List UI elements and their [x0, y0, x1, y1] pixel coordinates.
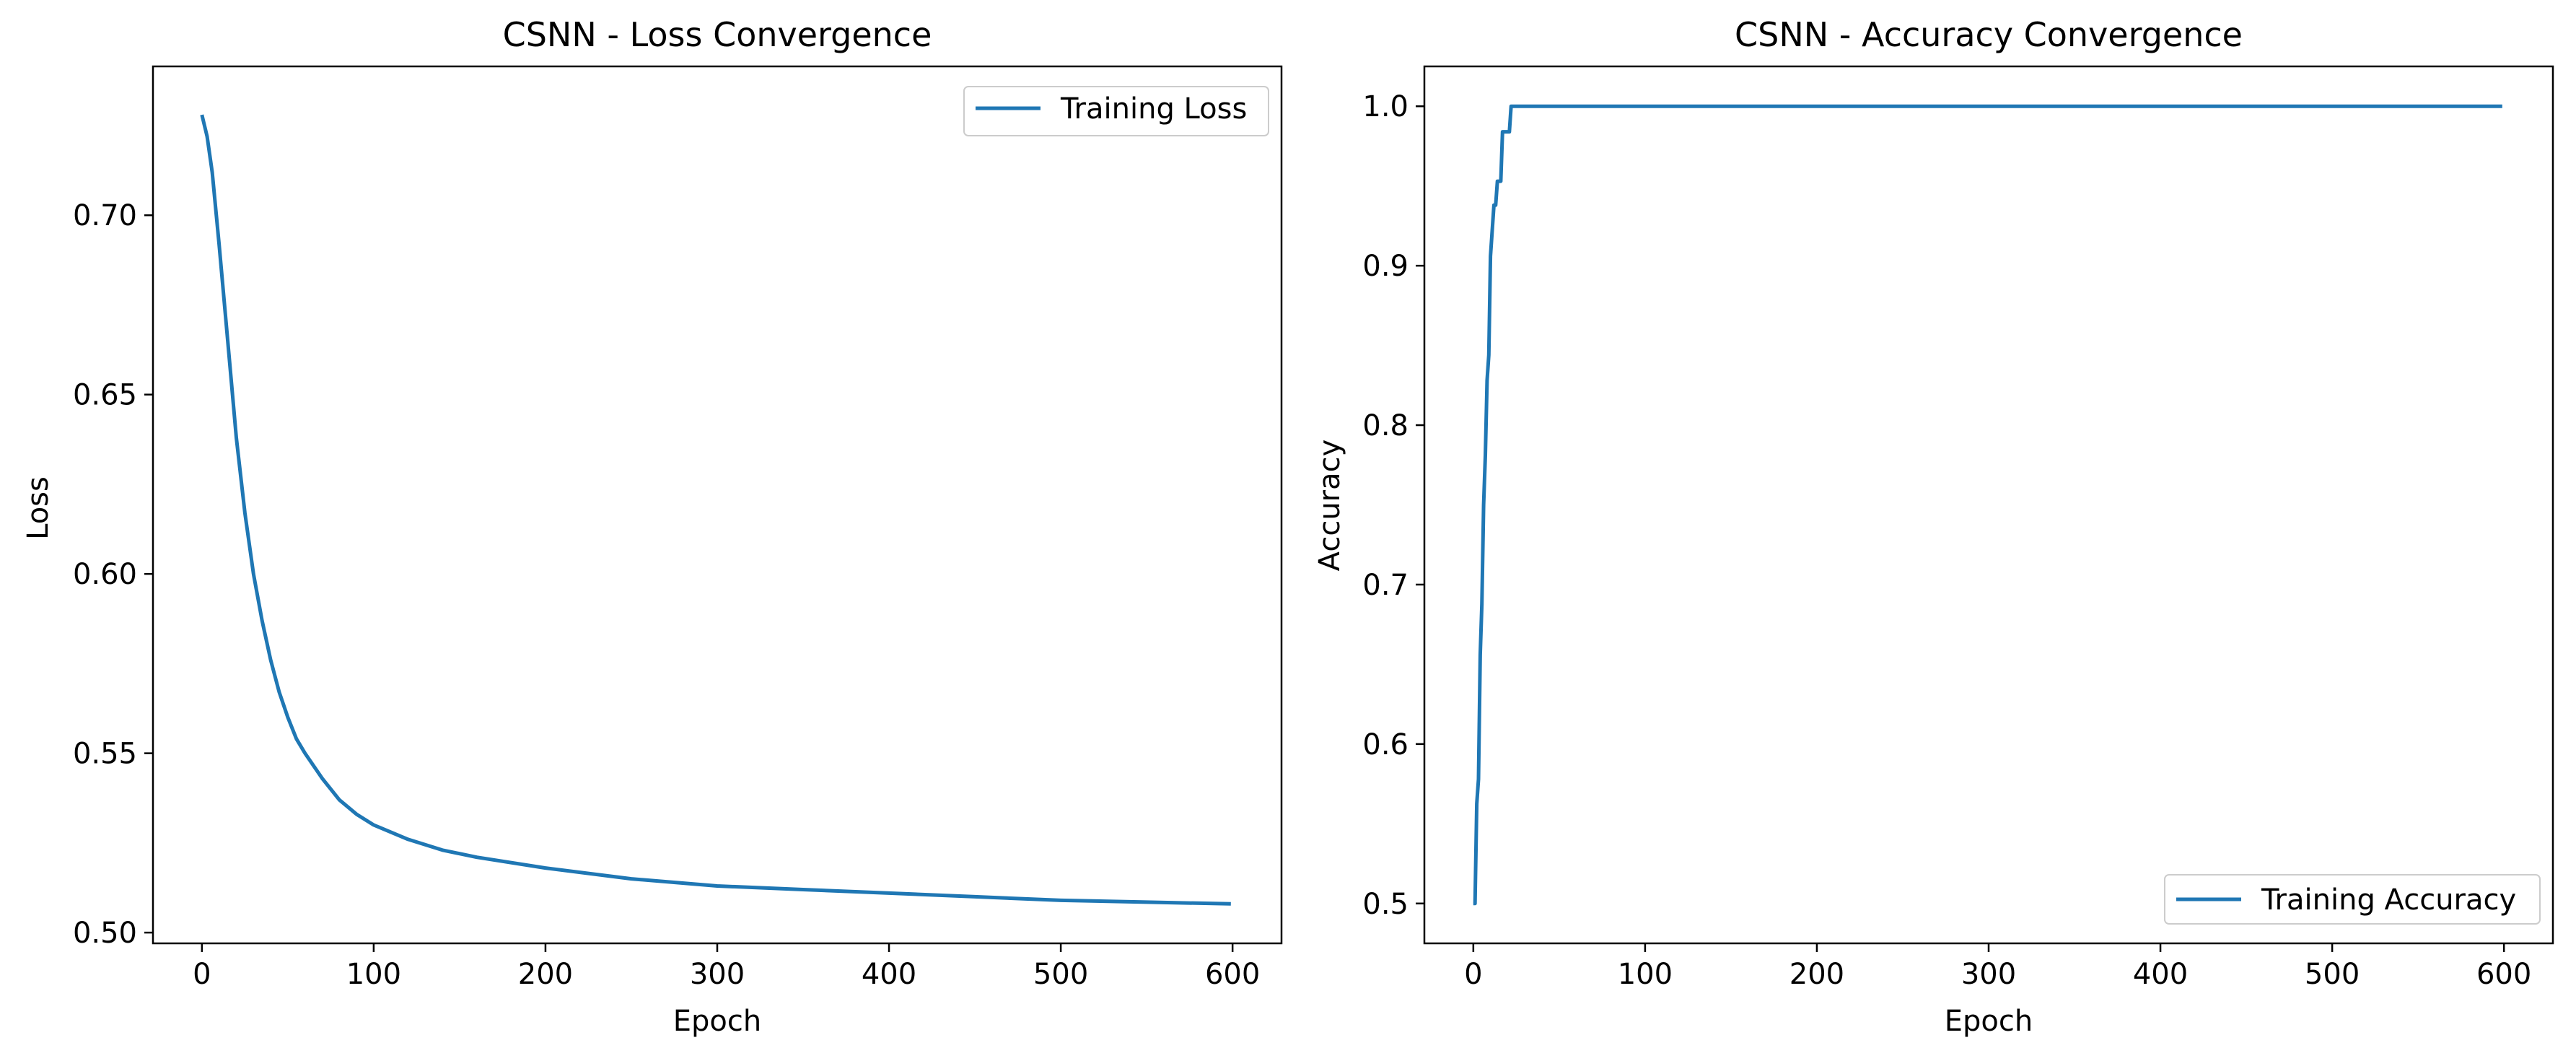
loss-legend-label: Training Loss	[1060, 92, 1247, 126]
loss-y-tick-label: 0.50	[73, 917, 137, 950]
accuracy-y-tick-label: 0.7	[1362, 569, 1409, 602]
loss-y-axis-label: Loss	[22, 476, 55, 540]
accuracy-x-axis-label: Epoch	[1945, 1005, 2033, 1038]
loss-x-axis-label: Epoch	[673, 1005, 761, 1038]
accuracy-x-tick-label: 100	[1618, 958, 1673, 991]
loss-chart-title: CSNN - Loss Convergence	[503, 15, 932, 54]
accuracy-legend: Training Accuracy	[2164, 874, 2541, 925]
accuracy-legend-box	[2164, 874, 2541, 925]
accuracy-x-tick-label: 500	[2305, 958, 2360, 991]
accuracy-x-tick-label: 0	[1464, 958, 1482, 991]
loss-x-tick-label: 300	[690, 958, 745, 991]
loss-chart-panel: CSNN - Loss Convergence 0 100 200 300 400 500…	[22, 15, 1283, 1038]
loss-y-tick-label: 0.55	[73, 738, 137, 771]
loss-legend: Training Loss	[963, 86, 1269, 136]
accuracy-x-tick-label: 400	[2133, 958, 2188, 991]
accuracy-y-tick-label: 0.9	[1362, 250, 1409, 283]
accuracy-y-axis-label: Accuracy	[1313, 440, 1346, 572]
loss-x-tick-label: 500	[1033, 958, 1088, 991]
accuracy-y-tick-label: 0.8	[1362, 409, 1409, 442]
loss-x-tick-label: 400	[862, 958, 916, 991]
loss-legend-box	[963, 86, 1269, 136]
loss-y-tick-label: 0.65	[73, 379, 137, 412]
accuracy-chart-title: CSNN - Accuracy Convergence	[1735, 15, 2243, 54]
loss-x-tick-label: 200	[518, 958, 573, 991]
accuracy-y-tick-label: 0.6	[1362, 728, 1409, 761]
accuracy-series-line	[1473, 104, 2502, 906]
accuracy-x-tick-label: 600	[2476, 958, 2531, 991]
accuracy-y-tick-label: 0.5	[1362, 888, 1409, 921]
accuracy-x-tick-label: 200	[1789, 958, 1844, 991]
accuracy-legend-label: Training Accuracy	[2261, 883, 2516, 917]
accuracy-y-tick-label: 1.0	[1362, 90, 1409, 123]
loss-x-tick-label: 600	[1205, 958, 1260, 991]
accuracy-x-tick-label: 300	[1961, 958, 2016, 991]
accuracy-chart-panel: CSNN - Accuracy Convergence 0 100 200 300 40…	[1313, 15, 2554, 1038]
loss-series-line	[200, 114, 1231, 906]
loss-x-tick-label: 0	[193, 958, 211, 991]
loss-y-tick-label: 0.70	[73, 199, 137, 232]
loss-x-tick-label: 100	[346, 958, 401, 991]
loss-y-tick-label: 0.60	[73, 558, 137, 591]
